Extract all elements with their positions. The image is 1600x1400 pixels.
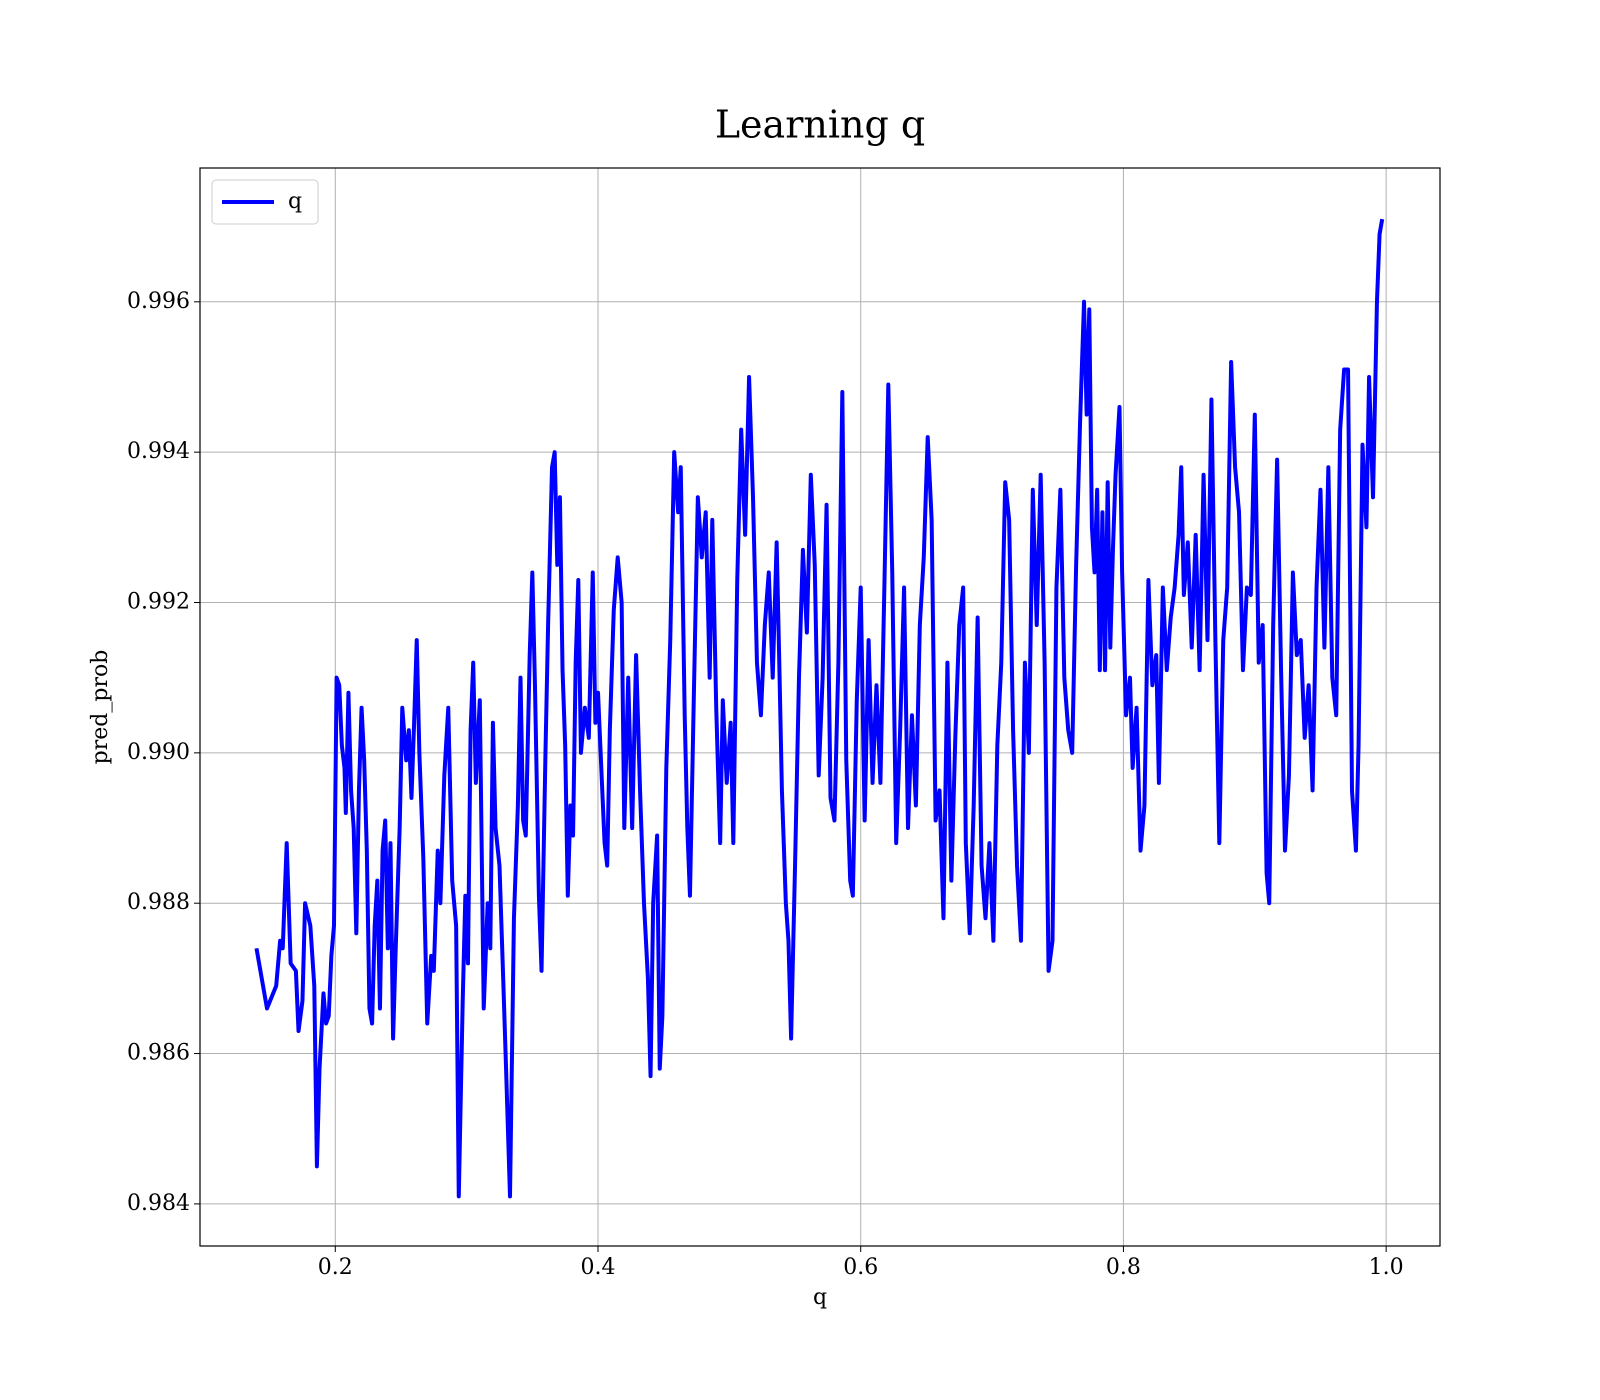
y-tick-label: 0.994 [127, 439, 190, 464]
y-tick-label: 0.996 [127, 289, 190, 314]
legend-label: q [288, 189, 302, 214]
y-axis-label: pred_prob [88, 650, 113, 765]
x-axis-label: q [813, 1285, 827, 1310]
chart-title: Learning q [715, 103, 925, 147]
y-tick-label: 0.992 [127, 590, 190, 615]
x-tick-label: 0.2 [318, 1255, 353, 1280]
y-tick-label: 0.990 [127, 740, 190, 765]
x-tick-label: 0.6 [843, 1255, 878, 1280]
plot-frame [199, 167, 1441, 1247]
y-tick-label: 0.986 [127, 1041, 190, 1066]
line [254, 218, 1385, 1199]
x-tick-label: 1.0 [1369, 1255, 1404, 1280]
y-tick-label: 0.988 [127, 890, 190, 915]
legend: q [211, 179, 319, 225]
x-tick-label: 0.4 [581, 1255, 616, 1280]
x-tick-label: 0.8 [1106, 1255, 1141, 1280]
y-tick-label: 0.984 [127, 1191, 190, 1216]
